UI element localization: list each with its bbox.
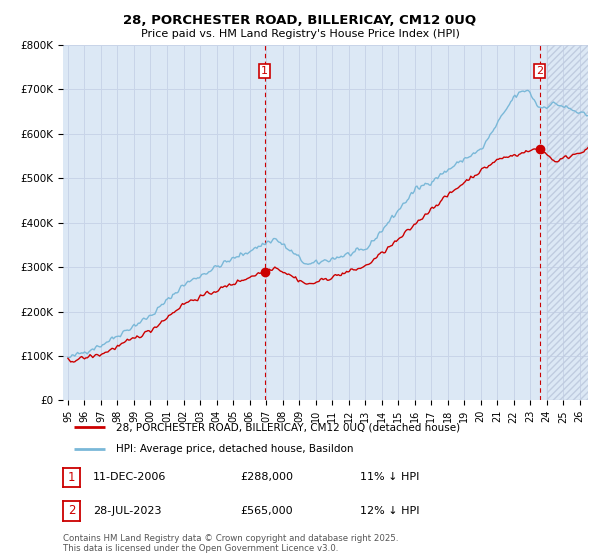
Text: 28, PORCHESTER ROAD, BILLERICAY, CM12 0UQ: 28, PORCHESTER ROAD, BILLERICAY, CM12 0U… [124, 14, 476, 27]
Text: 12% ↓ HPI: 12% ↓ HPI [360, 506, 419, 516]
Text: 2: 2 [536, 67, 544, 77]
Text: 2: 2 [68, 505, 75, 517]
Text: Price paid vs. HM Land Registry's House Price Index (HPI): Price paid vs. HM Land Registry's House … [140, 29, 460, 39]
Text: 1: 1 [68, 471, 75, 484]
Text: £288,000: £288,000 [240, 473, 293, 482]
Text: £565,000: £565,000 [240, 506, 293, 516]
Text: 11% ↓ HPI: 11% ↓ HPI [360, 473, 419, 482]
Text: 28-JUL-2023: 28-JUL-2023 [93, 506, 161, 516]
Text: 28, PORCHESTER ROAD, BILLERICAY, CM12 0UQ (detached house): 28, PORCHESTER ROAD, BILLERICAY, CM12 0U… [115, 422, 460, 432]
Text: Contains HM Land Registry data © Crown copyright and database right 2025.
This d: Contains HM Land Registry data © Crown c… [63, 534, 398, 553]
Text: 1: 1 [261, 67, 268, 77]
Text: HPI: Average price, detached house, Basildon: HPI: Average price, detached house, Basi… [115, 444, 353, 454]
Text: 11-DEC-2006: 11-DEC-2006 [93, 473, 166, 482]
